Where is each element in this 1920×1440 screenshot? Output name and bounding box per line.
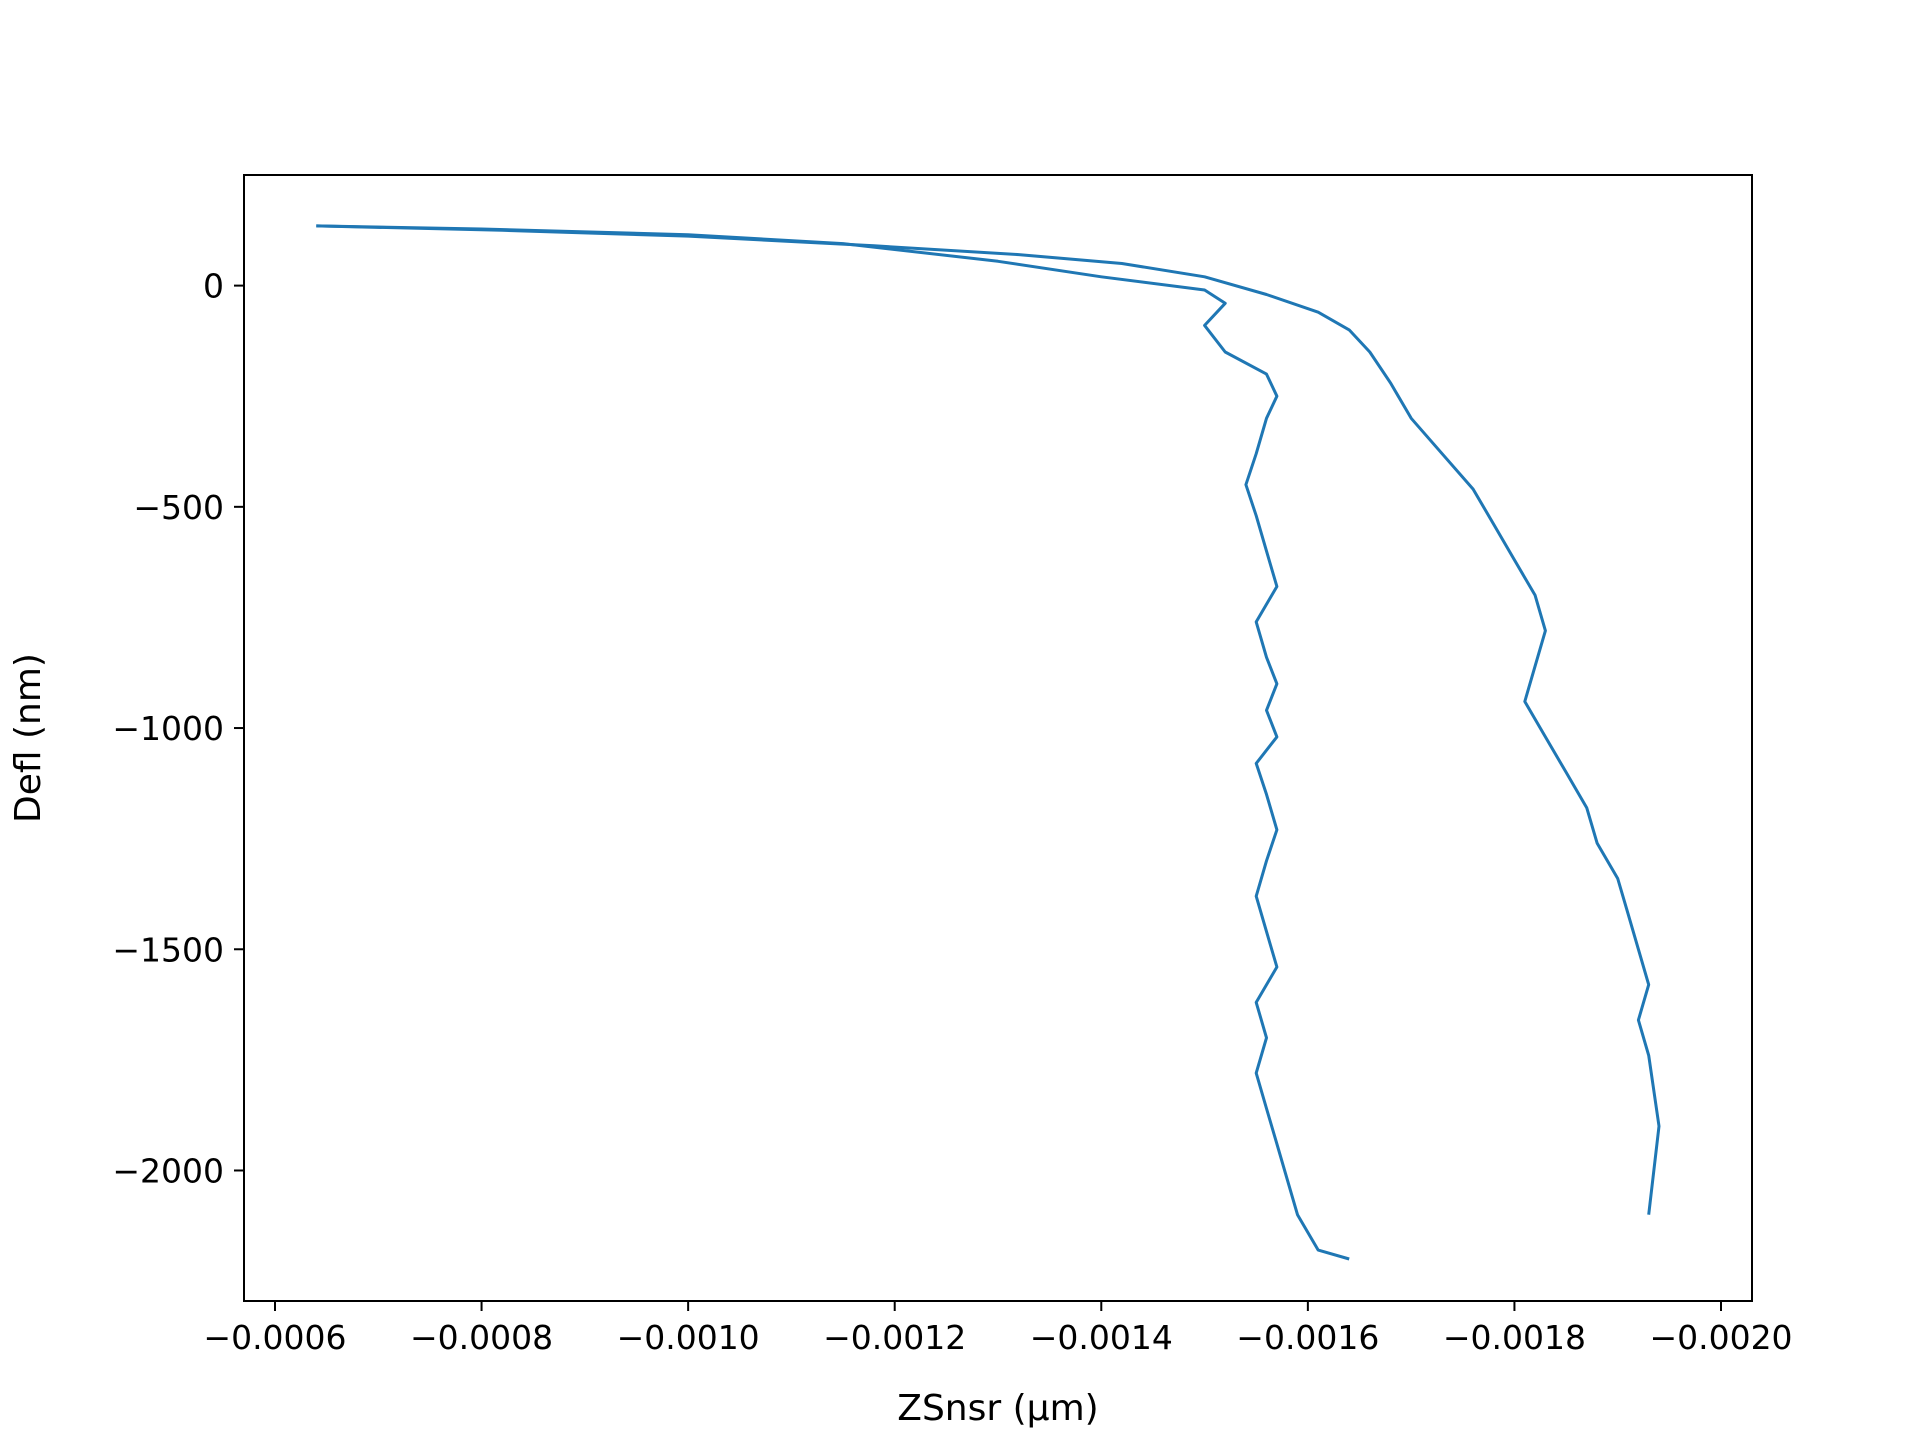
- x-tick-label: −0.0018: [1443, 1318, 1586, 1357]
- x-tick-label: −0.0012: [823, 1318, 966, 1357]
- y-tick-label: 0: [203, 267, 224, 306]
- y-axis-label: Defl (nm): [8, 653, 49, 823]
- x-axis-label: ZSnsr (μm): [897, 1388, 1098, 1429]
- y-tick-label: −1500: [112, 930, 224, 969]
- x-tick-label: −0.0020: [1649, 1318, 1792, 1357]
- x-tick-label: −0.0010: [617, 1318, 760, 1357]
- y-axis-ticks: 0 −500 −1000 −1500 −2000: [112, 267, 244, 1190]
- x-tick-label: −0.0006: [203, 1318, 346, 1357]
- x-tick-label: −0.0016: [1236, 1318, 1379, 1357]
- y-tick-label: −1000: [112, 709, 224, 748]
- x-tick-label: −0.0014: [1030, 1318, 1173, 1357]
- series-line-2: [316, 224, 1661, 1215]
- plot-frame: [243, 174, 1753, 1302]
- x-tick-label: −0.0008: [410, 1318, 553, 1357]
- y-tick-label: −500: [133, 488, 224, 527]
- series-line-1: [316, 224, 1350, 1261]
- x-axis-ticks: −0.0006 −0.0008 −0.0010 −0.0012 −0.0014 −0.00…: [203, 1301, 1793, 1357]
- plot-lines: [316, 224, 1661, 1261]
- y-tick-label: −2000: [112, 1151, 224, 1190]
